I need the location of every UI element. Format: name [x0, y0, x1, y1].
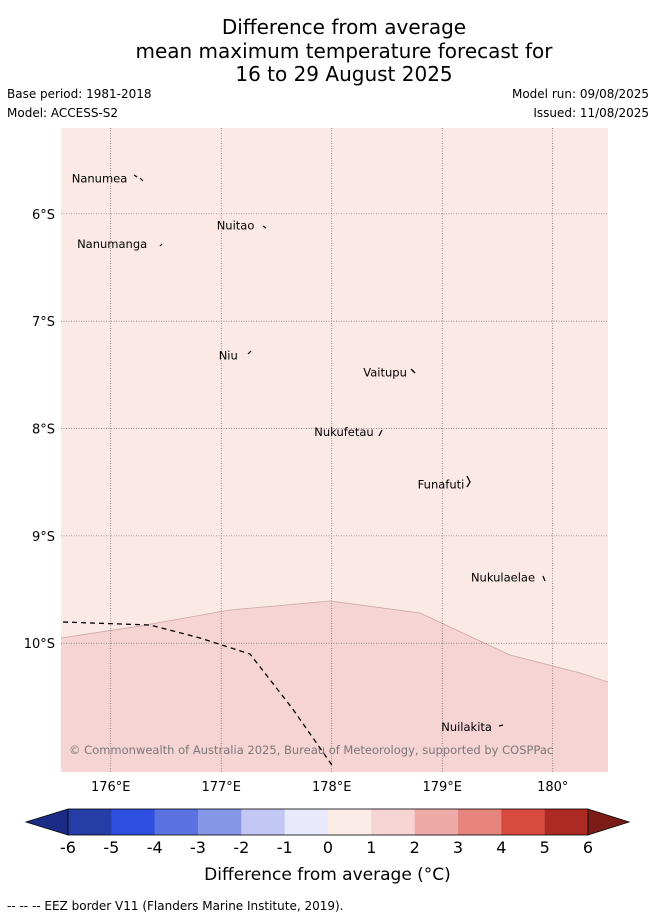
place-label-nukufetau: Nukufetau: [314, 425, 373, 439]
colorbar-cell: [414, 809, 459, 835]
colorbar-cell: [68, 809, 112, 835]
place-label-vaitupu: Vaitupu: [363, 366, 407, 380]
lat-tick-label: 9°S: [32, 530, 55, 545]
model-run-text: Model run: 09/08/2025: [511, 87, 649, 101]
lat-tick-label: 7°S: [32, 315, 55, 330]
colorbar-cell: [154, 809, 199, 835]
colorbar-cell: [328, 809, 372, 835]
colorbar-tick-label: 4: [496, 838, 506, 857]
issued-text: Issued: 11/08/2025: [533, 106, 649, 120]
forecast-map: Nanumea Nuitao Nanumanga Niu Vaitupu Nukufeta…: [24, 128, 608, 795]
eez-border: [62, 621, 335, 769]
place-label-nanumanga: Nanumanga: [77, 237, 147, 251]
island-shape-niu: [247, 350, 252, 355]
title-line-3: 16 to 29 August 2025: [235, 62, 453, 86]
lat-tick-label: 6°S: [32, 208, 55, 223]
place-label-nukulaelae: Nukulaelae: [471, 571, 535, 585]
colorbar-tick-label: -3: [190, 838, 206, 857]
colorbar-label: Difference from average (°C): [204, 865, 451, 885]
colorbar-cell: [198, 809, 242, 835]
place-label-nuilakita: Nuilakita: [441, 720, 492, 734]
colorbar-tick-label: 5: [540, 838, 550, 857]
lon-tick-label: 176°E: [91, 780, 131, 795]
place-label-funafuti: Funafuti: [418, 477, 465, 491]
colorbar-tick-label: -6: [60, 838, 76, 857]
island-shape-nuitao: [262, 225, 267, 229]
lon-tick-label: 178°E: [312, 780, 352, 795]
anomaly-contour-edge: [61, 600, 608, 683]
colorbar-frame: [67, 808, 589, 836]
map-title: Difference from average mean maximum tem…: [0, 15, 655, 87]
island-shape-funafuti: [466, 475, 471, 488]
title-line-2: mean maximum temperature forecast for: [135, 38, 553, 63]
lat-tick-label: 10°S: [24, 637, 55, 652]
colorbar-tick-label: 1: [366, 838, 376, 857]
island-shape-nukufetau: [378, 429, 383, 437]
colorbar-cell: [241, 809, 285, 835]
colorbar-tick-label: -4: [147, 838, 163, 857]
lon-tick-label: 177°E: [201, 780, 241, 795]
colorbar-cell: [544, 809, 589, 835]
colorbar-cell: [371, 809, 415, 835]
island-shape-nanumanga: [159, 243, 163, 247]
colorbar-tick-label: 3: [453, 838, 463, 857]
colorbar-cell: [501, 809, 545, 835]
island-shape-nuilakita: [498, 724, 504, 727]
lon-tick-label: 180°: [537, 780, 568, 795]
colorbar-tick-label: -5: [103, 838, 119, 857]
colorbar-tick-label: -2: [233, 838, 249, 857]
colorbar-cell: [284, 809, 329, 835]
place-label-nanumea: Nanumea: [72, 171, 128, 185]
colorbar-cell: [458, 809, 502, 835]
place-label-nuitao: Nuitao: [217, 219, 255, 233]
colorbar-over-arrow: [587, 808, 631, 836]
lat-tick-label: 8°S: [32, 423, 55, 438]
colorbar-under-arrow: [24, 808, 69, 836]
lon-tick-label: 179°E: [422, 780, 462, 795]
place-label-niu: Niu: [219, 349, 238, 363]
island-shape-nanumea: [133, 174, 144, 182]
colorbar-cell: [111, 809, 155, 835]
base-period-text: Base period: 1981-2018: [7, 87, 152, 101]
colorbar: -6 -5 -4 -3 -2 -1 0 1 2 3 4 5 6: [24, 808, 631, 857]
colorbar-tick-label: 2: [410, 838, 420, 857]
colorbar-tick-label: 6: [583, 838, 593, 857]
anomaly-fill-1-to-2: [61, 601, 608, 772]
island-shape-nukulaelae: [542, 575, 546, 582]
eez-footnote: -- -- -- EEZ border V11 (Flanders Marine…: [7, 899, 344, 913]
island-shape-vaitupu: [410, 368, 416, 374]
colorbar-tick-label: -1: [277, 838, 293, 857]
copyright-text: © Commonwealth of Australia 2025, Bureau…: [69, 743, 553, 757]
colorbar-tick-label: 0: [323, 838, 333, 857]
model-text: Model: ACCESS-S2: [7, 106, 119, 120]
title-line-1: Difference from average: [221, 15, 467, 39]
